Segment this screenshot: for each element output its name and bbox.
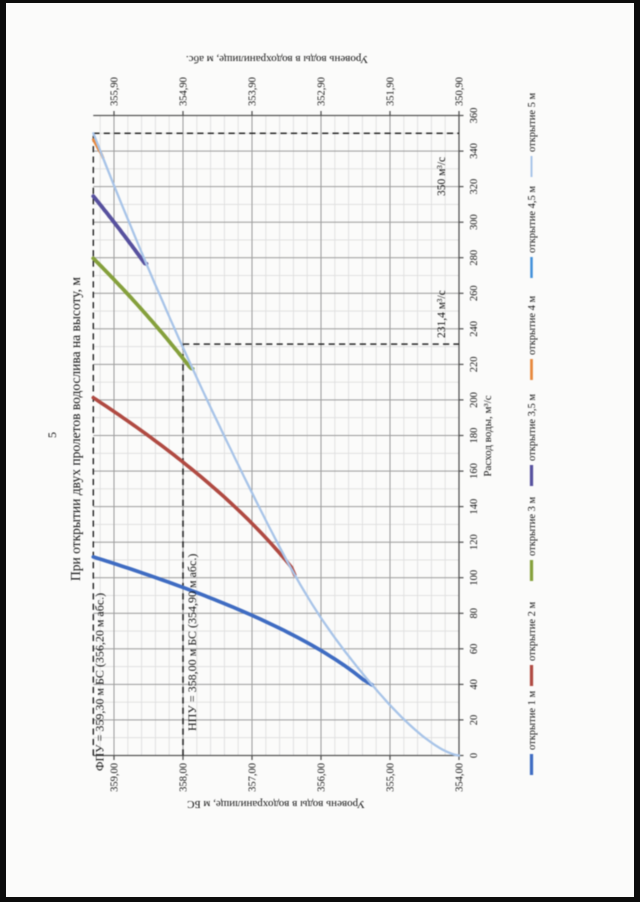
svg-text:340: 340: [469, 143, 480, 159]
svg-text:60: 60: [469, 644, 480, 655]
svg-text:231,4 м³/с: 231,4 м³/с: [436, 290, 448, 338]
svg-text:открытие 4 м: открытие 4 м: [527, 296, 538, 355]
svg-text:100: 100: [469, 570, 480, 586]
svg-text:280: 280: [469, 250, 480, 266]
svg-text:0: 0: [469, 753, 480, 758]
svg-text:240: 240: [469, 321, 480, 337]
svg-text:открытие 5 м: открытие 5 м: [527, 93, 538, 152]
svg-text:220: 220: [469, 357, 480, 373]
svg-text:354,90: 354,90: [179, 77, 190, 106]
svg-text:260: 260: [469, 285, 480, 301]
svg-text:Расход воды, м³/с: Расход воды, м³/с: [482, 395, 494, 476]
svg-text:359,00: 359,00: [110, 763, 121, 792]
svg-text:351,90: 351,90: [386, 77, 397, 106]
svg-text:открытие 1 м: открытие 1 м: [527, 691, 538, 750]
svg-text:350,90: 350,90: [455, 77, 466, 106]
svg-text:140: 140: [469, 499, 480, 515]
svg-text:открытие 3 м: открытие 3 м: [527, 497, 538, 556]
svg-text:320: 320: [469, 179, 480, 195]
svg-text:20: 20: [469, 715, 480, 726]
svg-text:354,00: 354,00: [455, 763, 466, 792]
svg-text:160: 160: [469, 463, 480, 479]
svg-text:352,90: 352,90: [317, 77, 328, 106]
svg-text:360: 360: [469, 108, 480, 124]
svg-text:При открытии двух пролетов вод: При открытии двух пролетов водослива на …: [68, 277, 83, 581]
svg-text:353,90: 353,90: [248, 77, 259, 106]
svg-text:300: 300: [469, 214, 480, 230]
svg-text:80: 80: [469, 608, 480, 619]
svg-text:Уровень воды в водохранилище,: Уровень воды в водохранилище, м абс.: [186, 53, 369, 65]
svg-text:открытие 2 м: открытие 2 м: [527, 602, 538, 661]
svg-text:358,00: 358,00: [179, 763, 190, 792]
svg-text:40: 40: [469, 679, 480, 690]
svg-text:НПУ = 358,00 м БС (354,90 м аб: НПУ = 358,00 м БС (354,90 м абс.): [185, 554, 199, 731]
svg-text:180: 180: [469, 428, 480, 444]
svg-text:357,00: 357,00: [248, 763, 259, 792]
svg-text:Уровень воды в водохранилище,: Уровень воды в водохранилище, м БС: [187, 798, 365, 810]
svg-text:355,90: 355,90: [110, 77, 121, 106]
svg-text:200: 200: [469, 392, 480, 408]
svg-text:355,00: 355,00: [386, 763, 397, 792]
svg-text:356,00: 356,00: [317, 763, 328, 792]
svg-text:5: 5: [45, 432, 59, 438]
svg-text:350 м³/с: 350 м³/с: [436, 157, 448, 196]
svg-text:120: 120: [469, 534, 480, 550]
svg-text:открытие 4,5 м: открытие 4,5 м: [527, 186, 538, 253]
svg-text:открытие 3,5 м: открытие 3,5 м: [527, 394, 538, 461]
svg-text:ФПУ = 359,30 м БС (356,20 м аб: ФПУ = 359,30 м БС (356,20 м абс.): [93, 593, 107, 771]
